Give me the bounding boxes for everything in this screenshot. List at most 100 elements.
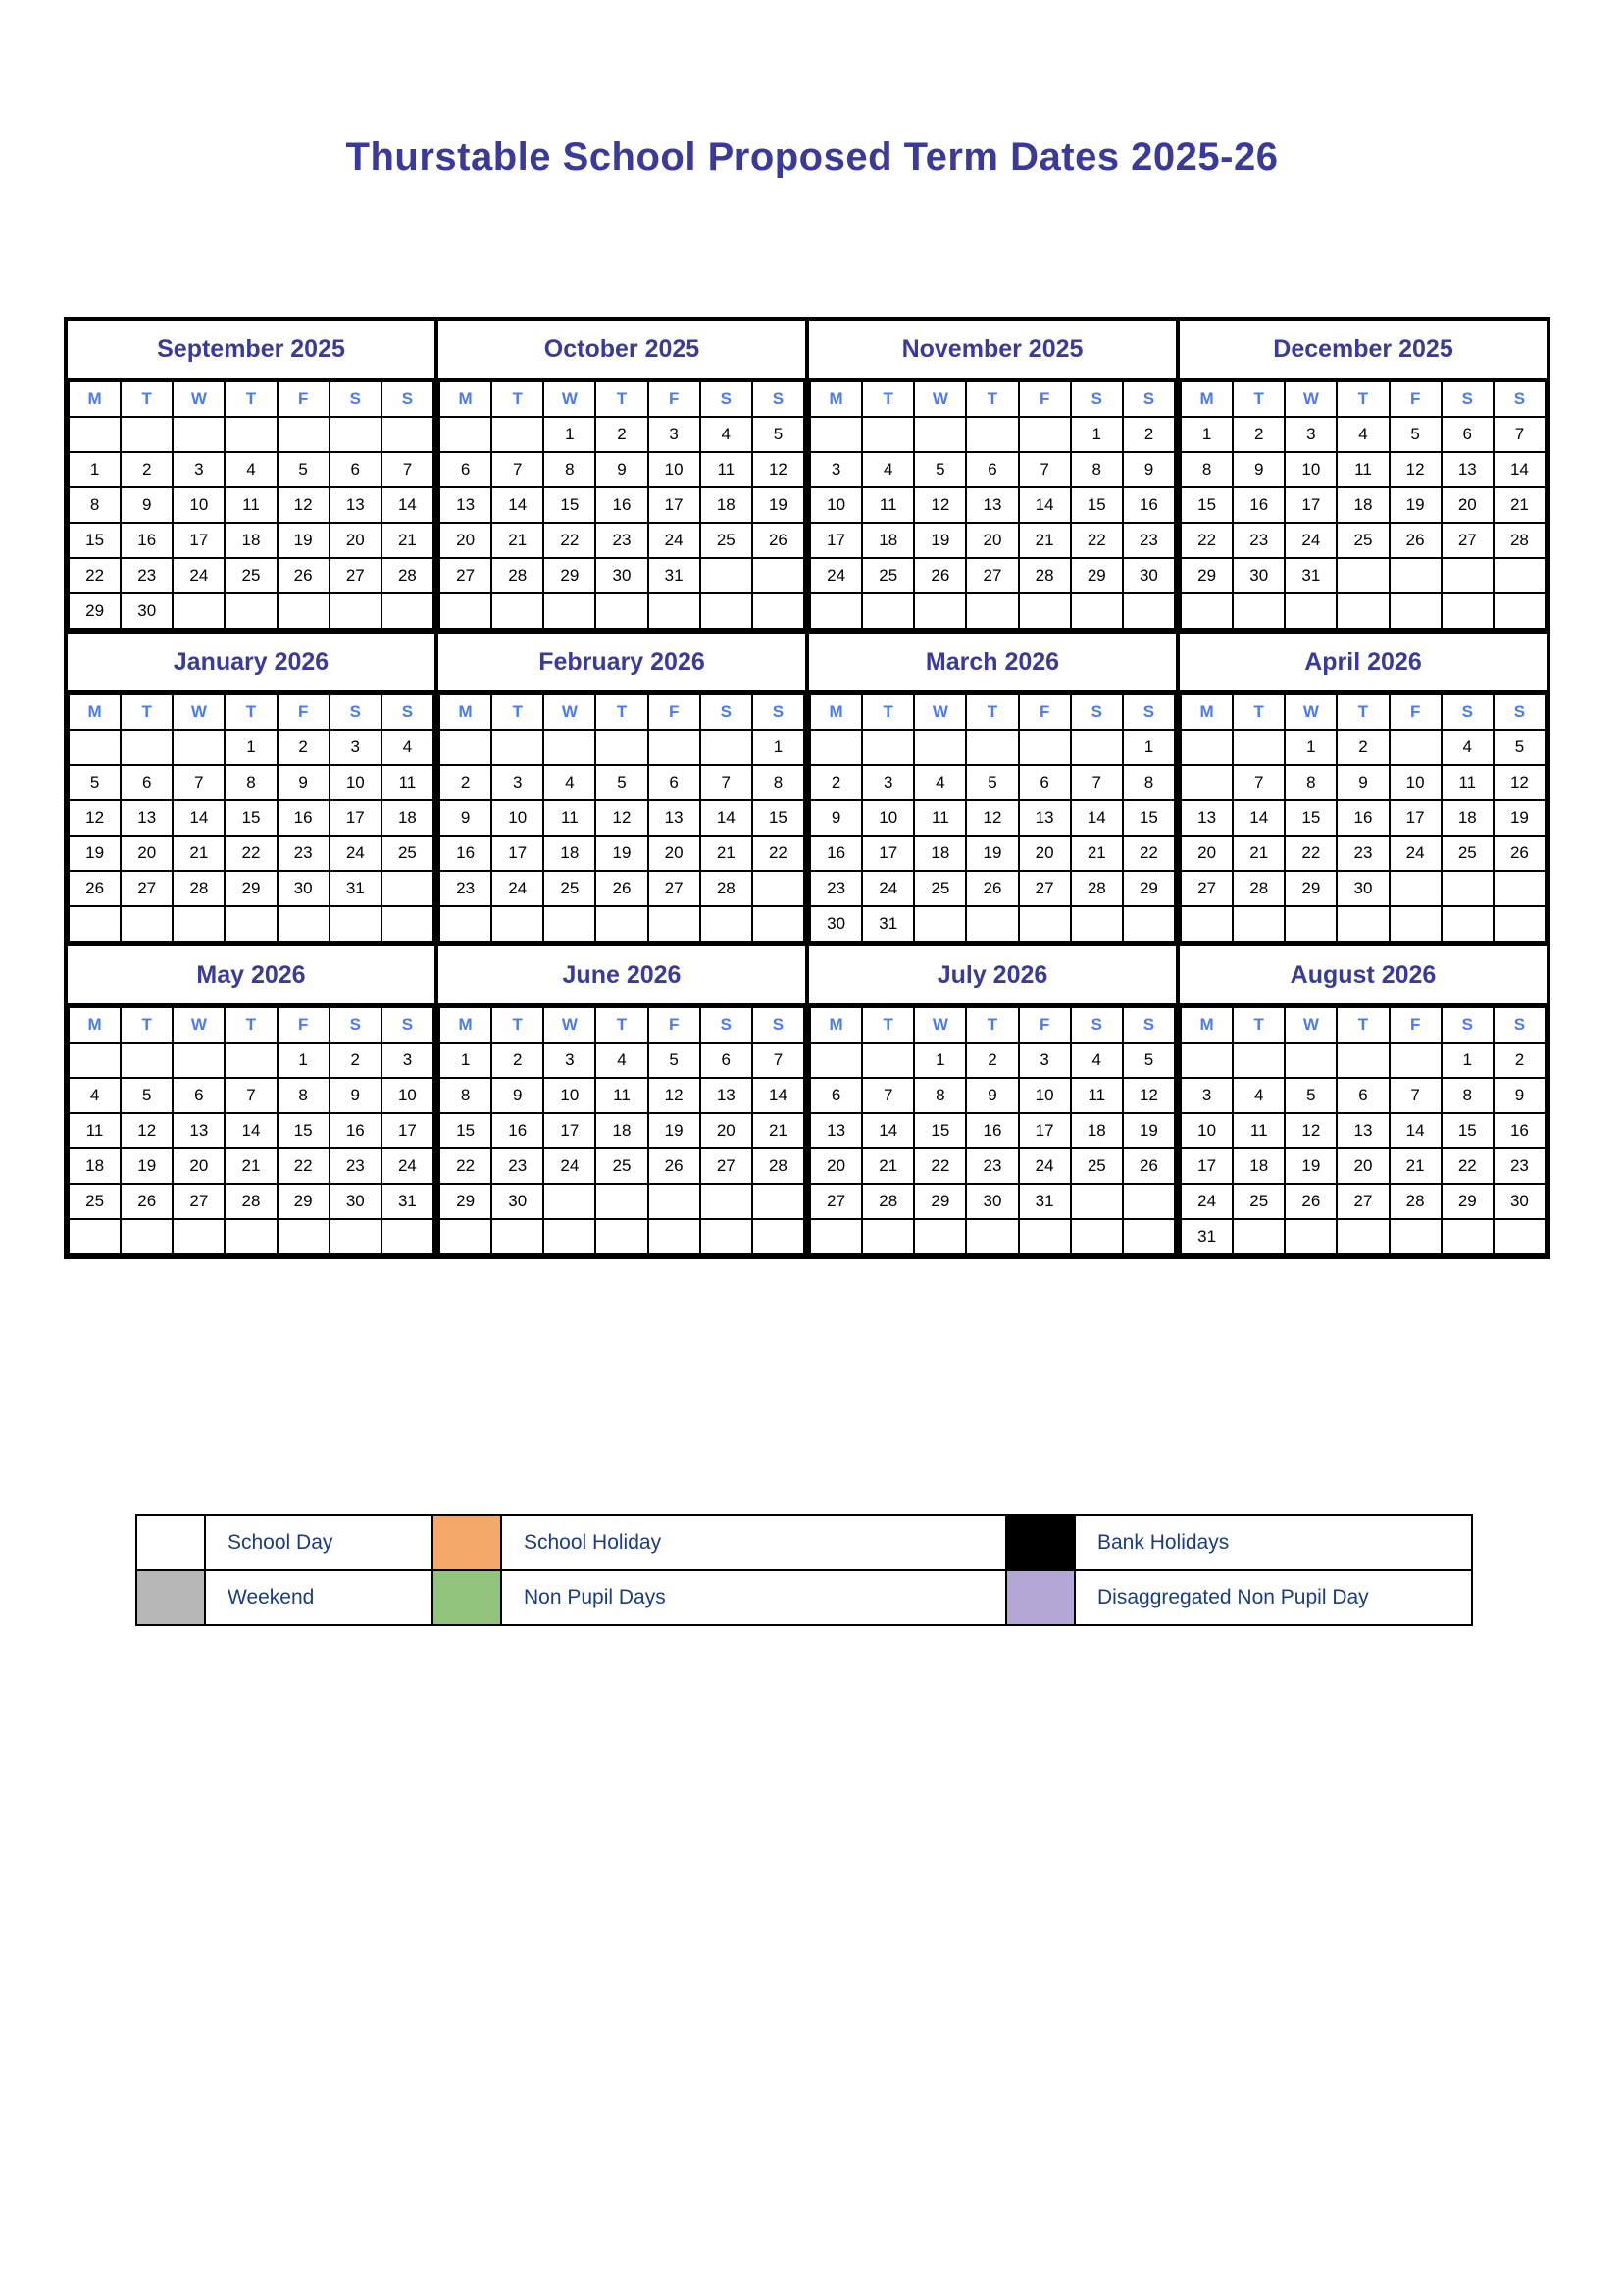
day-cell: 27	[1017, 870, 1072, 907]
day-cell: 25	[913, 870, 968, 907]
day-cell: 26	[913, 557, 968, 594]
dow-header: S	[750, 693, 806, 731]
day-cell: 4	[698, 416, 753, 453]
day-cell: 20	[1017, 835, 1072, 872]
dow-header: T	[1232, 693, 1287, 731]
day-cell: 2	[328, 1042, 382, 1079]
empty-cell	[1232, 1218, 1287, 1255]
day-cell: 27	[965, 557, 1020, 594]
empty-cell	[750, 1183, 806, 1220]
month-title: August 2026	[1180, 946, 1547, 1006]
empty-cell	[67, 416, 123, 453]
empty-cell	[698, 729, 753, 766]
empty-cell	[120, 416, 175, 453]
day-cell: 24	[1388, 835, 1443, 872]
day-cell: 7	[1069, 764, 1124, 801]
month-title: March 2026	[809, 634, 1176, 693]
day-cell: 10	[808, 486, 864, 524]
day-cell: 21	[490, 522, 545, 559]
dow-header: F	[276, 693, 330, 731]
month-may-2026: May 2026 M T W T F S S 1 2 3 4 5 6 7 8 9 10 11 12 13 14 15 16 17…	[66, 944, 436, 1257]
dow-header: F	[646, 693, 701, 731]
day-cell: 7	[490, 451, 545, 488]
bank-holidays-swatch	[1005, 1514, 1076, 1571]
day-cell: 25	[1232, 1183, 1287, 1220]
empty-cell	[646, 1183, 701, 1220]
day-cell: 14	[172, 799, 227, 837]
empty-cell	[1388, 729, 1443, 766]
day-cell: 19	[1121, 1112, 1177, 1149]
day-cell: 8	[1440, 1077, 1495, 1114]
day-cell: 30	[1232, 557, 1287, 594]
dow-header: W	[172, 381, 227, 418]
day-cell: 25	[1069, 1147, 1124, 1185]
empty-cell	[808, 416, 864, 453]
day-cell: 4	[1440, 729, 1495, 766]
day-cell: 18	[1336, 486, 1391, 524]
empty-cell	[120, 905, 175, 943]
empty-cell	[861, 1218, 916, 1255]
day-cell: 2	[490, 1042, 545, 1079]
day-cell: 7	[172, 764, 227, 801]
day-cell: 23	[594, 522, 649, 559]
day-cell: 14	[1017, 486, 1072, 524]
empty-cell	[542, 1183, 597, 1220]
dow-header: F	[1388, 381, 1443, 418]
day-cell: 22	[67, 557, 123, 594]
day-cell: 22	[913, 1147, 968, 1185]
empty-cell	[1336, 592, 1391, 630]
day-cell: 12	[120, 1112, 175, 1149]
dow-header: W	[172, 1006, 227, 1044]
dow-header: T	[1232, 1006, 1287, 1044]
empty-cell	[1121, 905, 1177, 943]
day-cell: 20	[1336, 1147, 1391, 1185]
dow-header: M	[808, 693, 864, 731]
month-october-2025: October 2025 M T W T F S S 1 2 3 4 5 6 7 8 9 10 11 12 13 14 15…	[436, 319, 807, 632]
day-cell: 12	[1284, 1112, 1339, 1149]
empty-cell	[490, 416, 545, 453]
day-cell: 17	[808, 522, 864, 559]
legend: School Day School Holiday Bank Holidays Wee…	[135, 1514, 1473, 1626]
empty-cell	[913, 905, 968, 943]
day-cell: 1	[1440, 1042, 1495, 1079]
month-title: June 2026	[438, 946, 805, 1006]
day-cell: 18	[380, 799, 435, 837]
day-cell: 26	[646, 1147, 701, 1185]
day-cell: 3	[861, 764, 916, 801]
day-cell: 23	[1232, 522, 1287, 559]
day-cell: 13	[120, 799, 175, 837]
day-cell: 27	[120, 870, 175, 907]
empty-cell	[698, 557, 753, 594]
empty-cell	[276, 416, 330, 453]
day-cell: 11	[1336, 451, 1391, 488]
day-cell: 20	[1179, 835, 1235, 872]
day-cell: 20	[120, 835, 175, 872]
empty-cell	[698, 905, 753, 943]
day-cell: 24	[490, 870, 545, 907]
day-cell: 7	[1388, 1077, 1443, 1114]
empty-cell	[698, 1183, 753, 1220]
day-cell: 23	[120, 557, 175, 594]
empty-cell	[1069, 592, 1124, 630]
day-cell: 30	[276, 870, 330, 907]
dow-header: M	[67, 381, 123, 418]
day-cell: 28	[380, 557, 435, 594]
day-cell: 5	[913, 451, 968, 488]
disaggregated-non-pupil-day-swatch	[1005, 1569, 1076, 1626]
day-cell: 10	[172, 486, 227, 524]
day-cell: 23	[1121, 522, 1177, 559]
month-days-table: M T W T F S S 1 2 4 5 7 8 9 10 11 12 13 14 15 16 17 18 19 20 21 22…	[1179, 693, 1548, 943]
month-title: April 2026	[1180, 634, 1547, 693]
day-cell: 1	[437, 1042, 493, 1079]
day-cell: 19	[276, 522, 330, 559]
month-days-table: M T W T F S S 1 2 3 4 5 6 7 8 9 10 11 12 13 14 15 16 17 18 19 20 21…	[67, 1006, 435, 1255]
empty-cell	[808, 592, 864, 630]
empty-cell	[120, 1218, 175, 1255]
day-cell: 8	[224, 764, 279, 801]
dow-header: S	[380, 693, 435, 731]
dow-header: S	[328, 1006, 382, 1044]
month-days-table: M T W T F S S 1 2 3 4 5 6 7 8 9 10 11 12 13 14 15 16 17 18 19 20 21…	[437, 693, 806, 943]
day-cell: 13	[172, 1112, 227, 1149]
legend-label: Bank Holidays	[1074, 1514, 1473, 1571]
month-title: September 2025	[68, 321, 434, 381]
